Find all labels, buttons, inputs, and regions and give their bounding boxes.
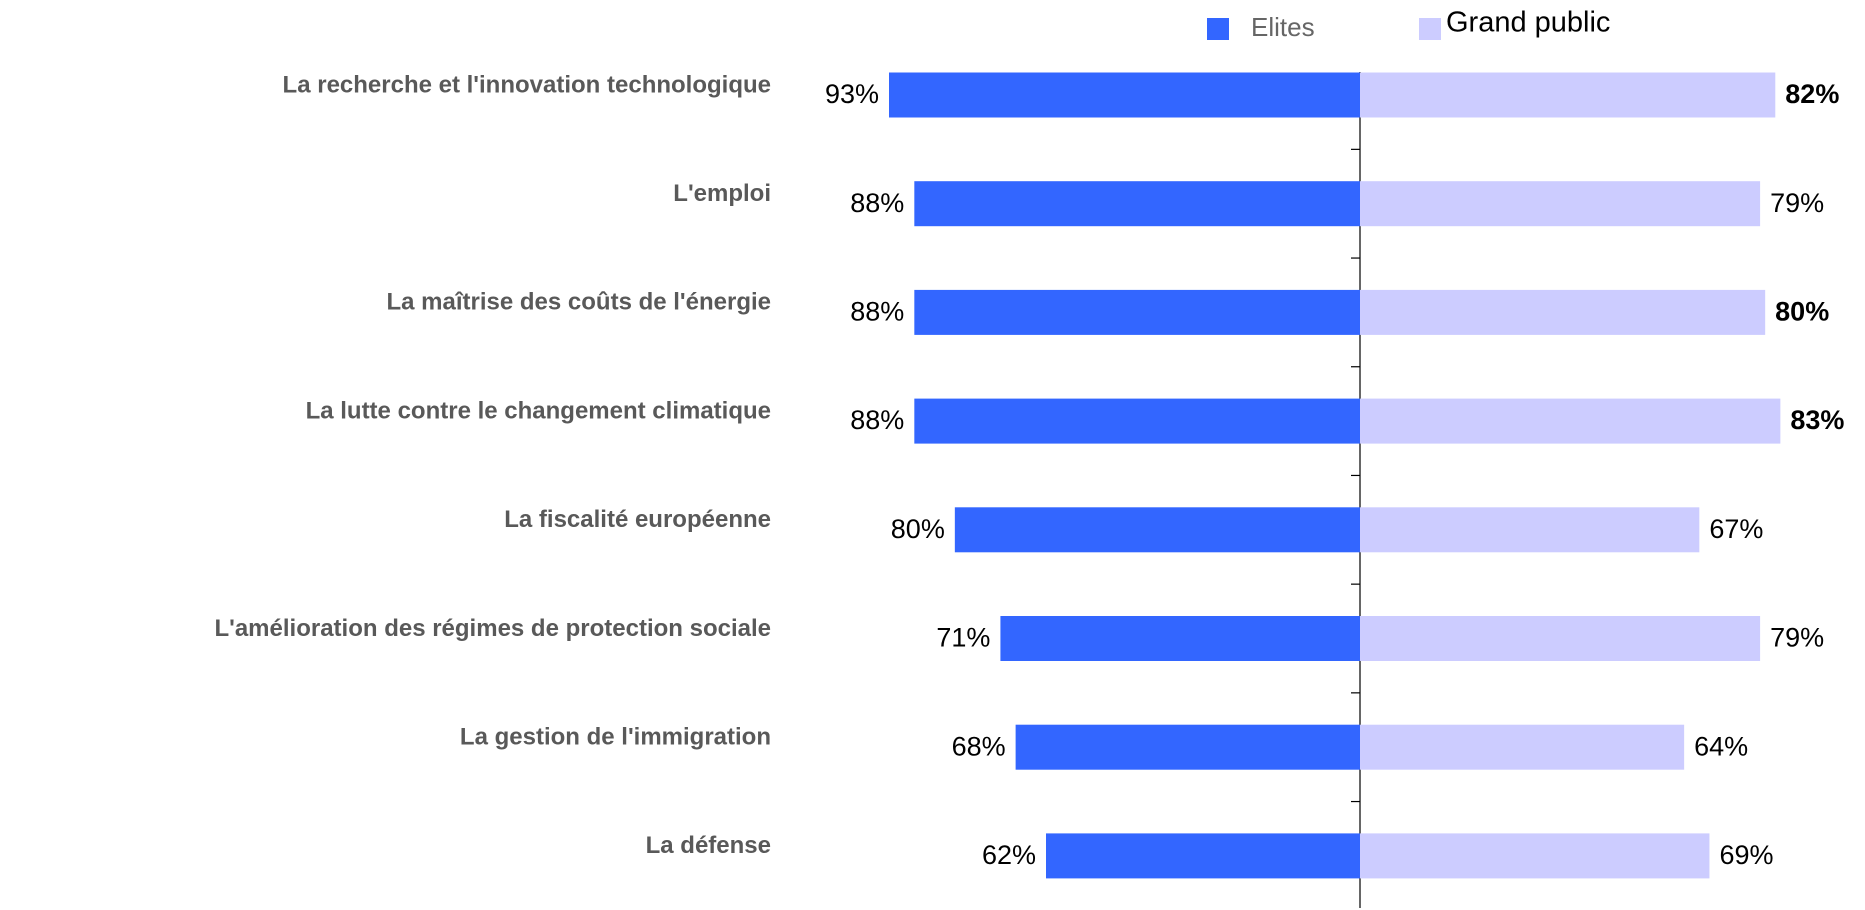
bar bbox=[1360, 398, 1781, 444]
bar bbox=[1015, 724, 1360, 770]
value-label: 67% bbox=[1709, 514, 1763, 544]
bar bbox=[914, 289, 1360, 335]
legend-label: Elites bbox=[1251, 12, 1315, 42]
legend-label: Grand public bbox=[1446, 7, 1610, 39]
value-label: 88% bbox=[850, 405, 904, 435]
bar bbox=[914, 398, 1360, 444]
bar bbox=[889, 72, 1360, 118]
value-label: 82% bbox=[1785, 79, 1839, 109]
category-label: L'emploi bbox=[673, 180, 771, 207]
category-label: La fiscalité européenne bbox=[504, 506, 771, 533]
category-label: La lutte contre le changement climatique bbox=[306, 397, 771, 424]
bar bbox=[1360, 181, 1761, 227]
value-label: 83% bbox=[1790, 405, 1844, 435]
value-label: 88% bbox=[850, 188, 904, 218]
value-label: 88% bbox=[850, 297, 904, 327]
value-label: 71% bbox=[936, 623, 990, 653]
bar bbox=[1360, 616, 1761, 661]
value-label: 68% bbox=[952, 731, 1006, 761]
value-label: 80% bbox=[891, 514, 945, 544]
value-label: 69% bbox=[1719, 840, 1773, 870]
bar bbox=[1000, 616, 1360, 661]
bar bbox=[1360, 289, 1766, 335]
value-label: 79% bbox=[1770, 623, 1824, 653]
category-label: La maîtrise des coûts de l'énergie bbox=[386, 289, 771, 316]
bar bbox=[1360, 72, 1776, 118]
category-label: L'amélioration des régimes de protection… bbox=[214, 615, 771, 642]
bar bbox=[914, 181, 1360, 227]
value-label: 80% bbox=[1775, 297, 1829, 327]
value-label: 93% bbox=[825, 79, 879, 109]
category-label: La recherche et l'innovation technologiq… bbox=[283, 71, 771, 98]
bar bbox=[1360, 724, 1685, 770]
bar bbox=[1360, 833, 1710, 879]
bar bbox=[1046, 833, 1360, 879]
value-label: 62% bbox=[982, 840, 1036, 870]
value-label: 79% bbox=[1770, 188, 1824, 218]
bar bbox=[954, 507, 1360, 553]
category-label: La défense bbox=[646, 832, 771, 859]
legend-swatch bbox=[1207, 18, 1229, 40]
value-label: 64% bbox=[1694, 731, 1748, 761]
category-label: La gestion de l'immigration bbox=[460, 724, 771, 751]
legend-swatch bbox=[1419, 18, 1441, 40]
bar bbox=[1360, 507, 1700, 553]
